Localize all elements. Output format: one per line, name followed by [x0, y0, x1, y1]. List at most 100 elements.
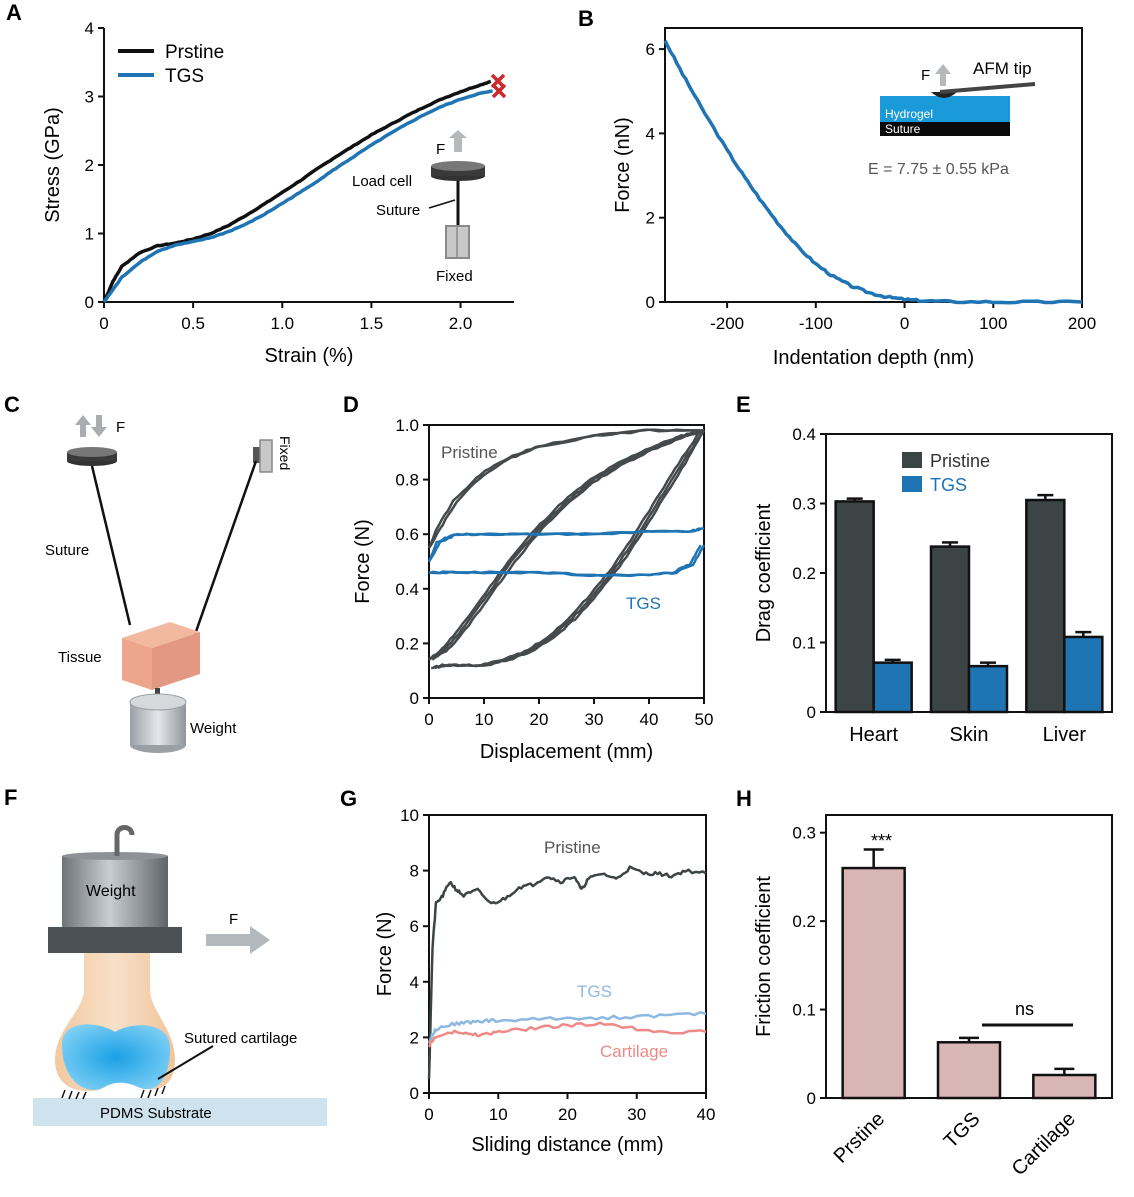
x-category-label: Liver: [1043, 724, 1087, 746]
bar-pristine-heart: [834, 500, 875, 714]
series-line-d: [427, 428, 705, 549]
y-tick-label: 4: [410, 973, 419, 992]
panel-c: C F Fixed Suture Tissue Weight: [4, 392, 293, 753]
plot-frame: [428, 424, 705, 699]
panel-e: E 0 0.1 0.2 0.3 0.4 Drag coefficient Heart Skin…: [736, 392, 1113, 746]
y-tick-label: 0.2: [792, 564, 816, 583]
chart-a-axes: 0 1 2 3 4 0 0.5 1.0 1.5 2.0 Strain (%) Stress (GPa): [42, 19, 514, 367]
x-tick-label: -100: [799, 314, 833, 333]
series-line-indentation: [663, 39, 1083, 305]
bar-pristine-liver: [1025, 498, 1066, 714]
series-line-pristine: [427, 865, 707, 1080]
panel-d: D 0 0.2 0.4 0.6 0.8 1.0 0 10 20 30 40 50 Displacemen…: [343, 392, 713, 763]
panel-h: H 0 0.1 0.2 0.3 Friction coefficient Prstine T…: [736, 786, 1113, 1180]
afm-tip-label: AFM tip: [973, 59, 1032, 78]
label-cartilage-g: Cartilage: [600, 1042, 668, 1061]
y-tick-label: 10: [400, 806, 419, 825]
chart-a-series: [102, 79, 493, 304]
x-category-label: Prstine: [830, 1108, 890, 1168]
chart-a-legend: Prstine TGS: [118, 42, 224, 87]
force-label-f: F: [229, 911, 238, 928]
x-axis-label: Strain (%): [265, 345, 354, 367]
bar-pristine-skin: [929, 545, 971, 714]
y-tick-label: 2: [410, 1028, 419, 1047]
panel-g: G 0 2 4 6 8 10 0 10 20 30 40 Sliding distance (mm) F…: [340, 786, 715, 1156]
y-tick-label: 0.4: [395, 580, 419, 599]
y-tick-label: 0: [85, 293, 94, 312]
y-tick-label: 6: [410, 917, 419, 936]
y-tick-label: 8: [410, 862, 419, 881]
modulus-annotation: E = 7.75 ± 0.55 kPa: [868, 161, 1009, 178]
x-tick-label: 30: [627, 1105, 646, 1124]
x-tick-label: 100: [979, 314, 1007, 333]
hydrogel-label: Hydrogel: [885, 107, 933, 121]
y-tick-label: 2: [85, 156, 94, 175]
force-label-c: F: [116, 419, 125, 436]
y-axis-label: Force (nN): [612, 117, 634, 213]
x-category-label: Heart: [849, 724, 898, 746]
friction-schematic: PDMS Substrate Sutured cartilage Weight …: [33, 825, 327, 1126]
y-tick-label: 0.4: [792, 425, 816, 444]
panel-f: F PDMS Substrate Sutured cartilage Weigh…: [4, 785, 327, 1126]
legend-label: TGS: [930, 475, 967, 495]
y-tick-label: 1: [85, 225, 94, 244]
y-tick-label: 0.6: [395, 525, 419, 544]
x-axis-label: Sliding distance (mm): [471, 1134, 663, 1156]
suture-label-a: Suture: [376, 202, 420, 219]
substrate-label: PDMS Substrate: [100, 1105, 212, 1122]
series-line-tgs: [427, 1011, 707, 1044]
x-tick-label: 10: [475, 710, 494, 729]
x-tick-label: 10: [489, 1105, 508, 1124]
series-line-d: [431, 429, 705, 661]
series-line-tgs: [102, 89, 493, 304]
x-tick-label: 1.0: [270, 314, 294, 333]
x-category-label: TGS: [940, 1108, 985, 1153]
break-markers: [490, 73, 507, 99]
x-category-label: Cartilage: [1008, 1108, 1080, 1180]
ns-label: ns: [1015, 999, 1034, 1019]
chart-h-axes: 0 0.1 0.2 0.3 Friction coefficient Prstine TGS…: [753, 814, 1113, 1180]
y-tick-label: 2: [646, 209, 655, 228]
x-tick-label: 0: [900, 314, 909, 333]
y-tick-label: 4: [646, 124, 655, 143]
x-tick-label: 0: [99, 314, 108, 333]
cartilage-label: Sutured cartilage: [184, 1030, 297, 1047]
chart-e-bars: [834, 493, 1104, 714]
chart-g-series: [427, 865, 707, 1080]
legend-label: Pristine: [930, 451, 990, 471]
series-line-cartilage: [428, 1021, 707, 1048]
chart-d-axes: 0 0.2 0.4 0.6 0.8 1.0 0 10 20 30 40 50 Displacement …: [352, 416, 713, 763]
force-label-b: F: [921, 67, 930, 84]
y-axis-label: Drag coefficient: [753, 503, 775, 642]
x-axis-label: Indentation depth (nm): [773, 347, 974, 369]
label-tgs-g: TGS: [577, 982, 612, 1001]
chart-b-series: [663, 39, 1083, 305]
legend-label: TGS: [165, 66, 204, 87]
bar-tgs-heart: [872, 661, 913, 714]
force-label-a: F: [436, 141, 445, 158]
series-line-d: [431, 429, 702, 670]
series-line-d: [437, 429, 706, 670]
x-tick-label: 0: [424, 710, 433, 729]
panel-label-h: H: [736, 786, 752, 811]
x-tick-label: 1.5: [360, 314, 384, 333]
bar-tgs: [936, 1041, 1002, 1100]
y-tick-label: 6: [646, 40, 655, 59]
weight-label-c: Weight: [190, 720, 237, 737]
chart-d-series: [427, 428, 706, 670]
series-line-prstine: [102, 79, 492, 303]
panel-a: A 0 1 2 3 4 0 0.5 1.0 1.5 2.0 Strain (%) Stress (GP…: [6, 0, 514, 367]
afm-schematic: Hydrogel Suture F AFM tip E = 7.75 ± 0.5…: [868, 59, 1036, 178]
fixed-label-c: Fixed: [277, 436, 293, 470]
x-axis-label: Displacement (mm): [480, 741, 653, 763]
x-tick-label: 20: [530, 710, 549, 729]
y-axis-label: Friction coefficient: [753, 876, 775, 1037]
chart-b-axes: 0 2 4 6 -200 -100 0 100 200 Indentation depth (nm…: [612, 27, 1096, 369]
y-tick-label: 0.1: [792, 634, 816, 653]
series-line-d: [427, 527, 705, 563]
significance-stars: ***: [871, 831, 892, 851]
suture-label-c: Suture: [45, 542, 89, 559]
series-line-d: [434, 429, 705, 670]
y-axis-label: Force (N): [352, 519, 374, 603]
